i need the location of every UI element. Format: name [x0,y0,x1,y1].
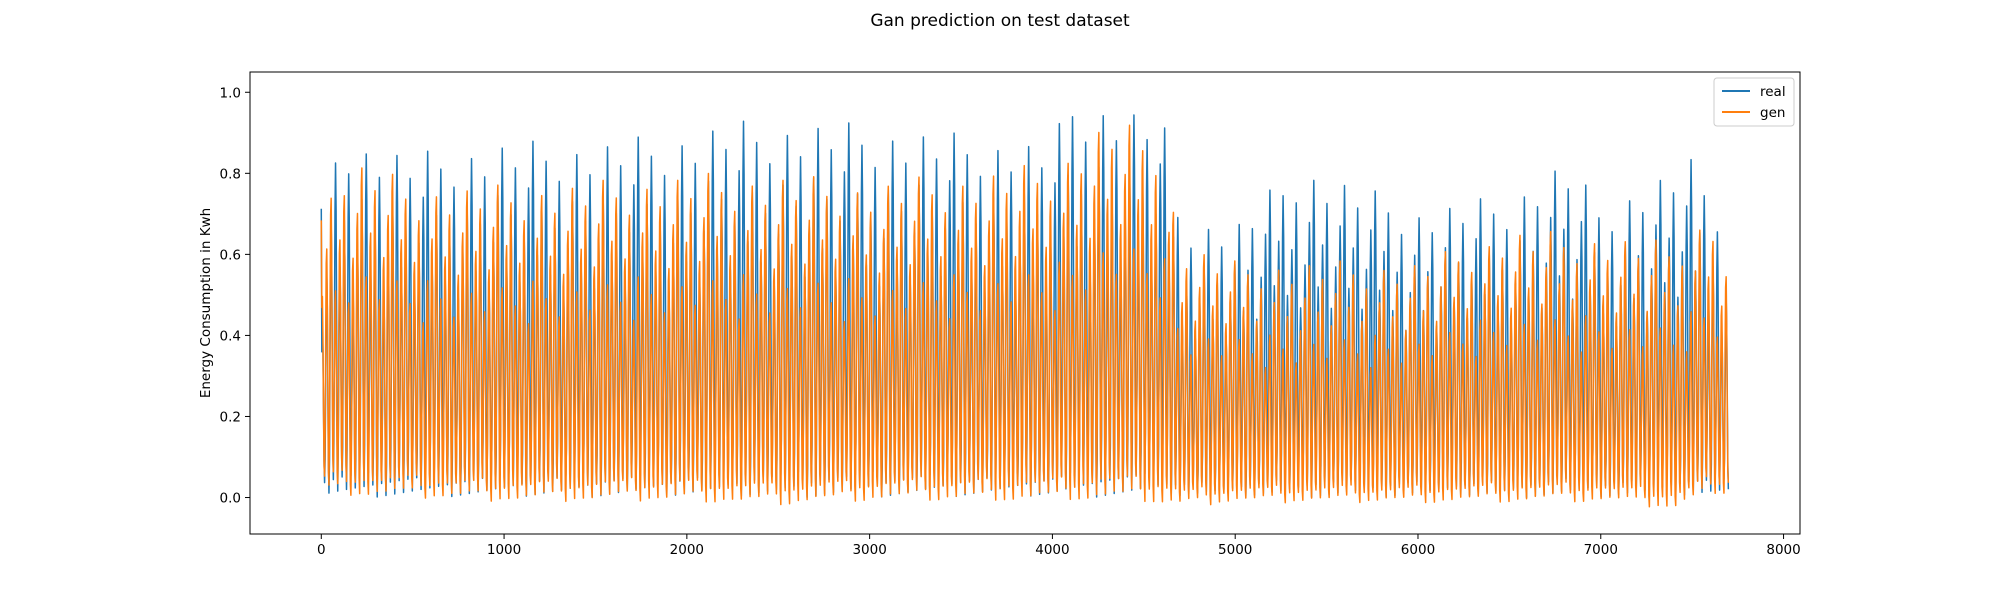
y-axis-label: Energy Consumption in Kwh [198,208,214,398]
x-tick-label: 1000 [487,542,521,558]
y-axis: 0.0 0.2 0.4 0.6 0.8 1.0 [220,85,250,507]
x-axis: 0 1000 2000 3000 4000 5000 6000 7000 8000 [317,534,1801,558]
chart-title: Gan prediction on test dataset [870,11,1130,31]
x-tick-label: 0 [317,542,326,558]
y-tick-label: 0.8 [220,166,241,182]
legend-label-gen: gen [1760,105,1785,121]
x-tick-label: 2000 [670,542,704,558]
legend: real gen [1713,77,1795,127]
x-tick-label: 3000 [852,542,886,558]
series-layer [320,114,1730,508]
y-tick-label: 1.0 [220,85,241,101]
y-tick-label: 0.6 [220,247,241,263]
plot-frame [249,71,1801,535]
x-tick-label: 6000 [1401,542,1435,558]
legend-label-real: real [1760,84,1786,100]
x-tick-label: 5000 [1218,542,1252,558]
series-line-gen [320,124,1730,508]
y-tick-label: 0.4 [220,328,241,344]
x-tick-label: 8000 [1766,542,1800,558]
x-tick-label: 7000 [1584,542,1618,558]
y-tick-label: 0.0 [220,491,241,507]
x-tick-label: 4000 [1035,542,1069,558]
y-tick-label: 0.2 [220,409,241,425]
